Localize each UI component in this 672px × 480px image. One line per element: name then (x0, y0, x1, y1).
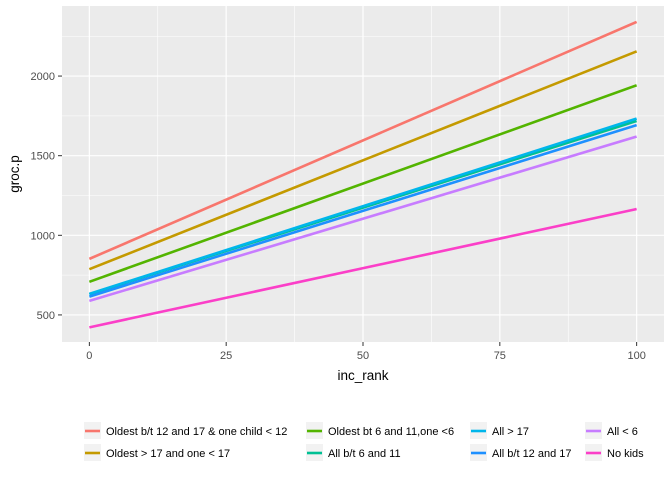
legend: Oldest b/t 12 and 17 & one child < 12 Old… (84, 422, 644, 461)
legend-label: Oldest > 17 and one < 17 (106, 448, 230, 460)
series-line-5 (88, 117, 638, 296)
y-axis-title: groc.p (7, 155, 22, 193)
series-line-6 (88, 123, 638, 298)
x-tick-label: 0 (86, 350, 92, 362)
x-tick-label: 75 (494, 350, 506, 362)
major-gridlines (62, 6, 664, 342)
y-axis-ticks: 500 1000 1500 2000 (31, 71, 62, 322)
series-line-7 (88, 135, 638, 303)
series-line-3 (88, 84, 638, 284)
x-axis-ticks: 0 25 50 75 100 (86, 342, 646, 362)
y-tick-label: 1000 (31, 230, 55, 242)
x-tick-label: 50 (357, 350, 369, 362)
x-tick-label: 25 (220, 350, 232, 362)
series-line-8 (89, 207, 637, 329)
legend-label: Oldest bt 6 and 11,one <6 (328, 426, 454, 438)
series-lines (88, 20, 638, 329)
x-axis-title: inc_rank (337, 368, 388, 383)
legend-label: All < 6 (607, 426, 638, 438)
legend-label: No kids (607, 448, 644, 460)
series-line-1 (88, 20, 638, 261)
y-tick-label: 2000 (31, 71, 55, 83)
series-line-2 (88, 50, 638, 271)
legend-label: All > 17 (492, 426, 529, 438)
legend-label: All b/t 12 and 17 (492, 448, 572, 460)
legend-label: Oldest b/t 12 and 17 & one child < 12 (106, 426, 287, 438)
x-tick-label: 100 (627, 350, 645, 362)
y-tick-label: 1500 (31, 151, 55, 163)
legend-label: All b/t 6 and 11 (328, 448, 401, 460)
y-tick-label: 500 (37, 310, 55, 322)
